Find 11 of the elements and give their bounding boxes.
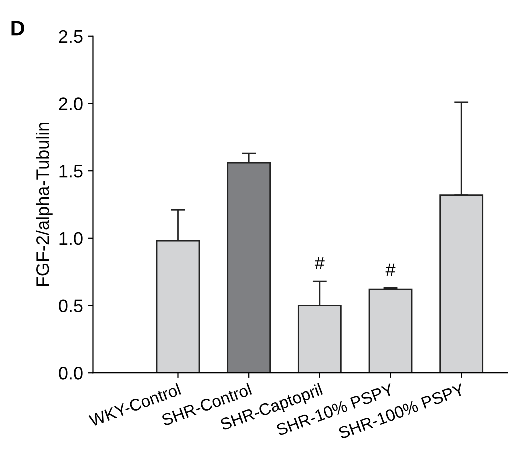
y-axis-title: FGF-2/alpha-Tubulin xyxy=(36,122,53,286)
annotation: # xyxy=(314,257,325,270)
y-tick-label: 0.5 xyxy=(59,300,83,312)
y-tick-label: 2.0 xyxy=(59,98,83,110)
annotation: # xyxy=(386,264,396,276)
y-tick-label: 1.0 xyxy=(60,232,83,246)
y-tick-label: 0.0 xyxy=(59,367,83,380)
bar xyxy=(368,288,413,374)
y-tick-label: 2.5 xyxy=(59,30,83,44)
chart-title: D xyxy=(12,21,25,36)
y-tick-label: 1.5 xyxy=(60,165,83,178)
